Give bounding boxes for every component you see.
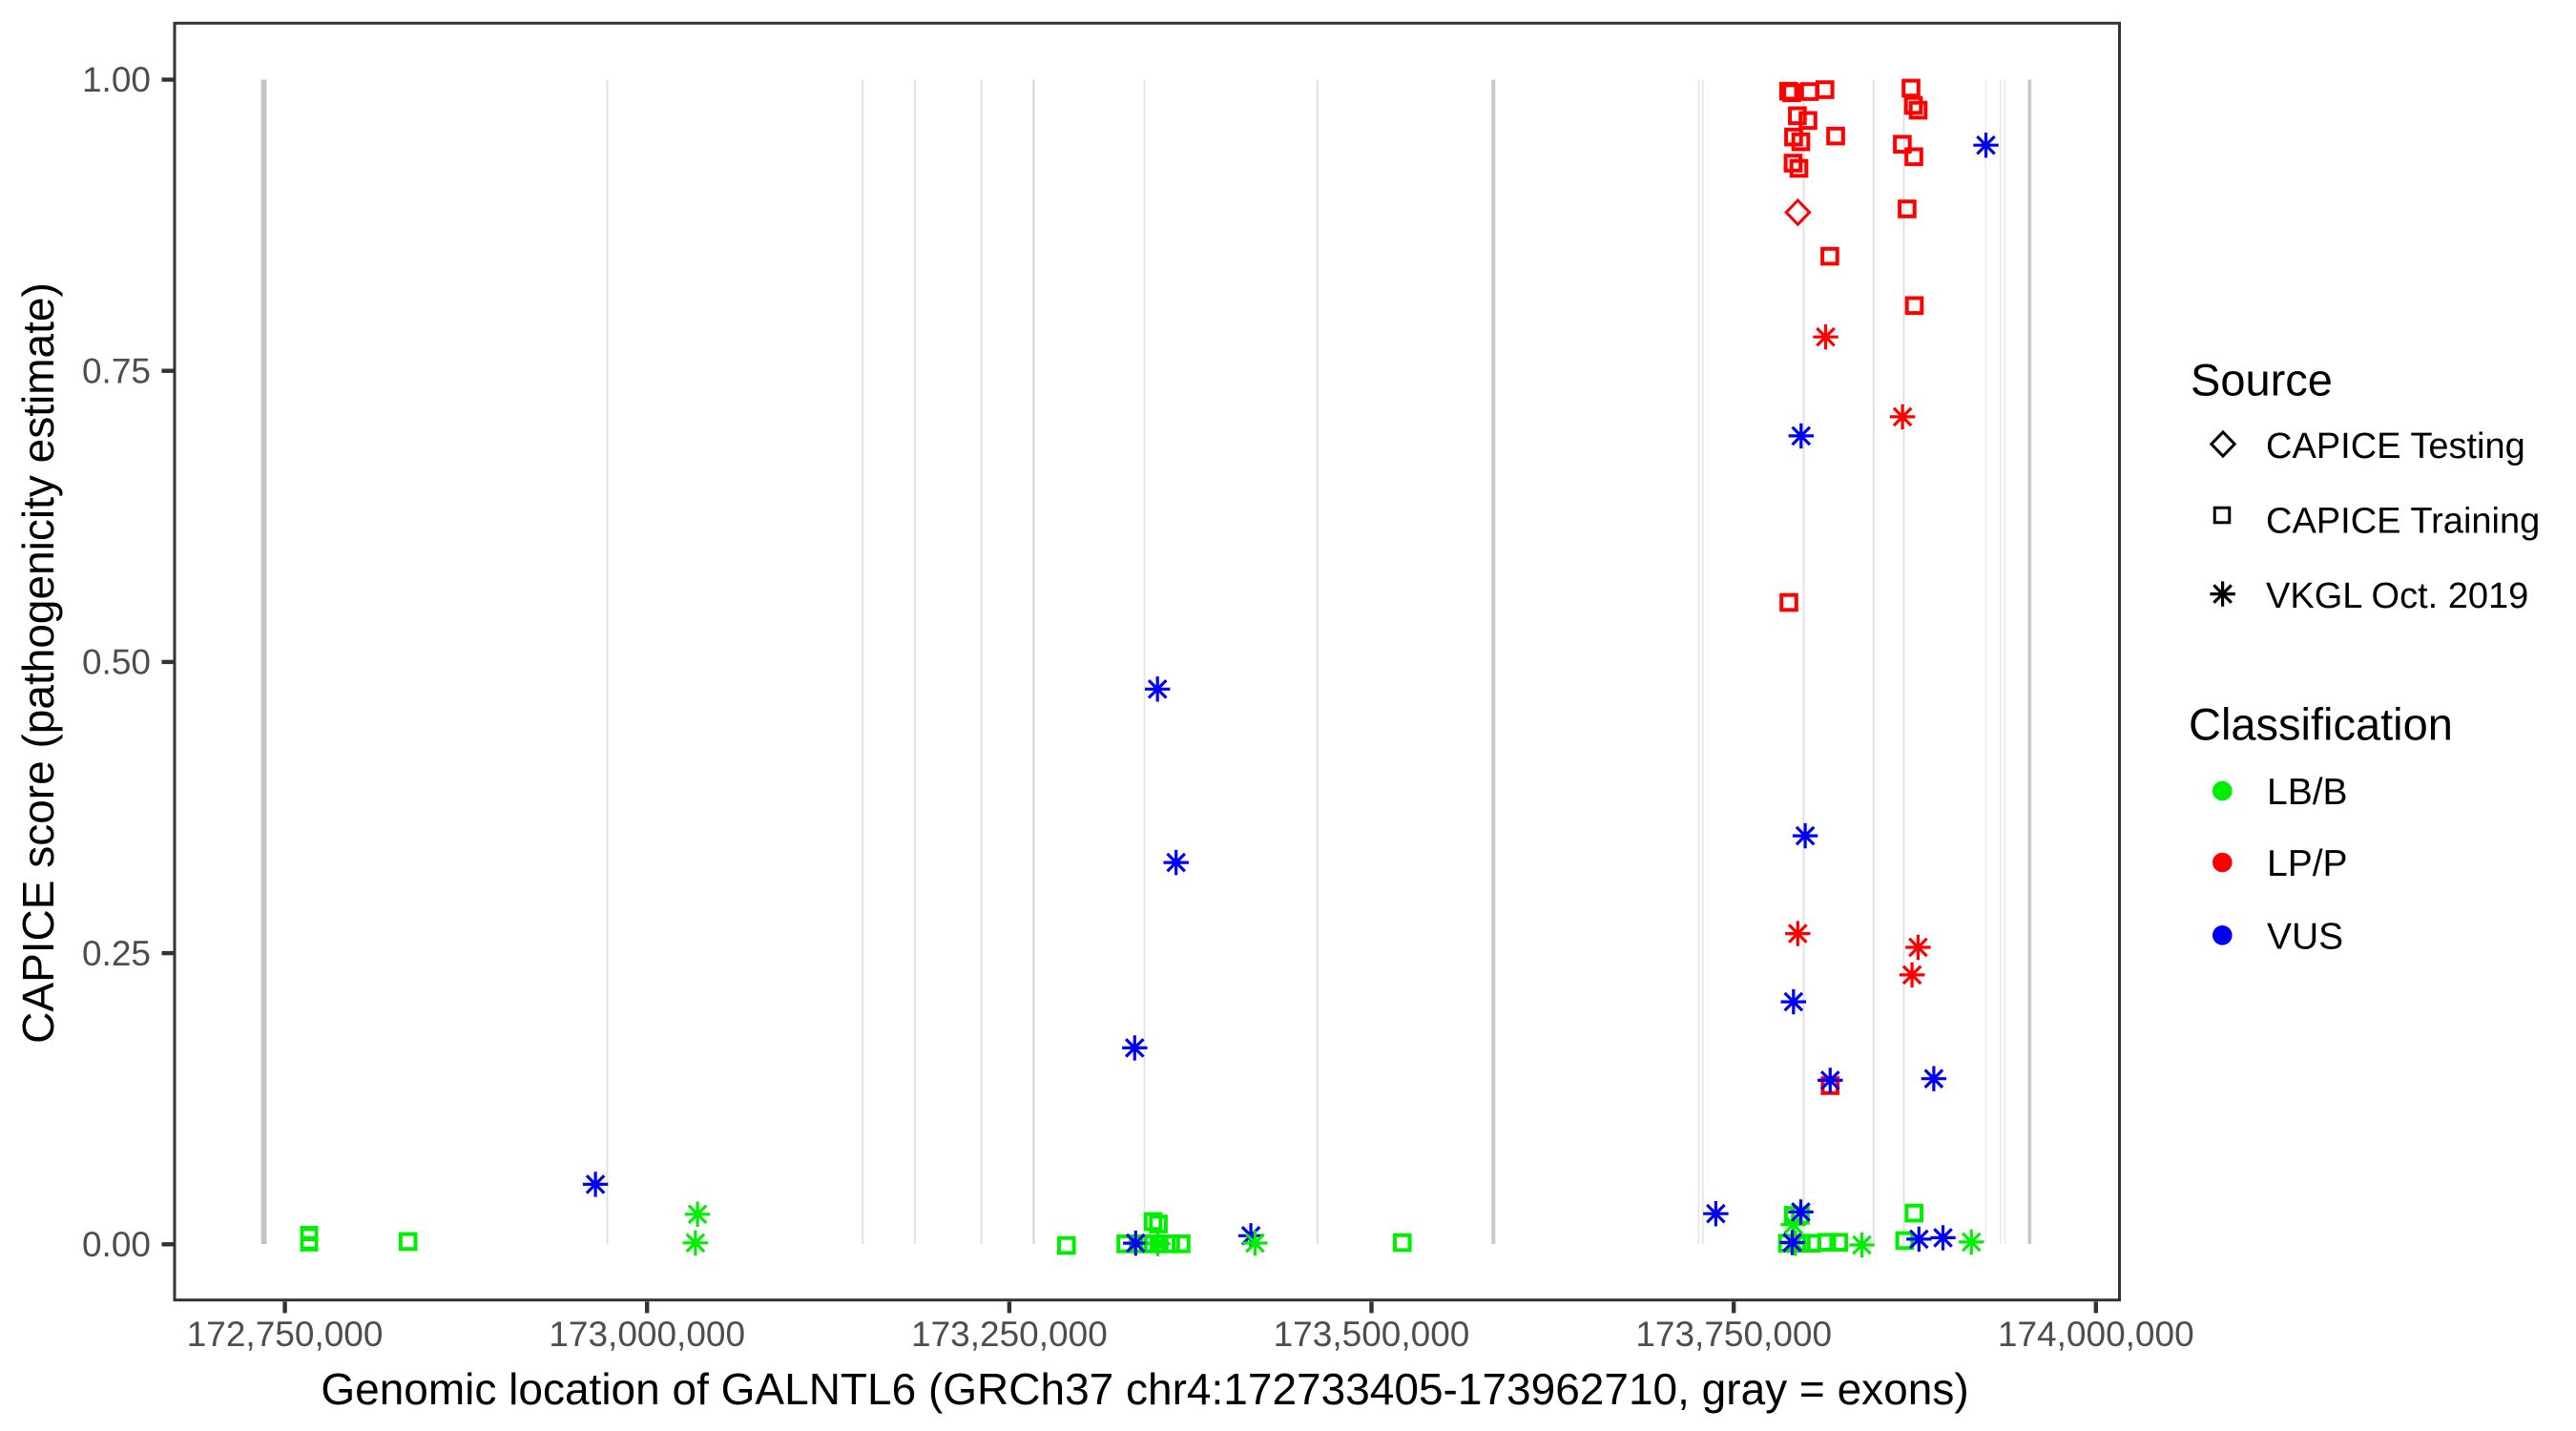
- svg-text:CAPICE Testing: CAPICE Testing: [2266, 426, 2525, 467]
- svg-text:CAPICE Training: CAPICE Training: [2266, 502, 2540, 542]
- svg-text:CAPICE score (pathogenicity es: CAPICE score (pathogenicity estimate): [13, 282, 63, 1044]
- svg-text:Genomic location of GALNTL6 (G: Genomic location of GALNTL6 (GRCh37 chr4…: [321, 1364, 1968, 1414]
- svg-text:Source: Source: [2191, 355, 2333, 405]
- svg-text:174,000,000: 174,000,000: [1998, 1315, 2194, 1354]
- svg-text:Classification: Classification: [2189, 699, 2453, 750]
- svg-text:173,000,000: 173,000,000: [549, 1315, 745, 1354]
- svg-text:0.00: 0.00: [82, 1225, 151, 1264]
- svg-text:1.00: 1.00: [82, 60, 151, 99]
- svg-text:0.25: 0.25: [82, 934, 151, 973]
- svg-text:LP/P: LP/P: [2267, 843, 2348, 884]
- svg-text:173,250,000: 173,250,000: [911, 1315, 1108, 1354]
- svg-text:VKGL Oct. 2019: VKGL Oct. 2019: [2266, 576, 2528, 616]
- svg-text:0.50: 0.50: [82, 643, 151, 682]
- svg-text:LB/B: LB/B: [2267, 772, 2348, 813]
- svg-text:172,750,000: 172,750,000: [187, 1315, 384, 1354]
- svg-text:173,750,000: 173,750,000: [1635, 1315, 1832, 1354]
- svg-text:173,500,000: 173,500,000: [1274, 1315, 1470, 1354]
- svg-text:VUS: VUS: [2267, 917, 2343, 958]
- svg-text:0.75: 0.75: [82, 351, 151, 390]
